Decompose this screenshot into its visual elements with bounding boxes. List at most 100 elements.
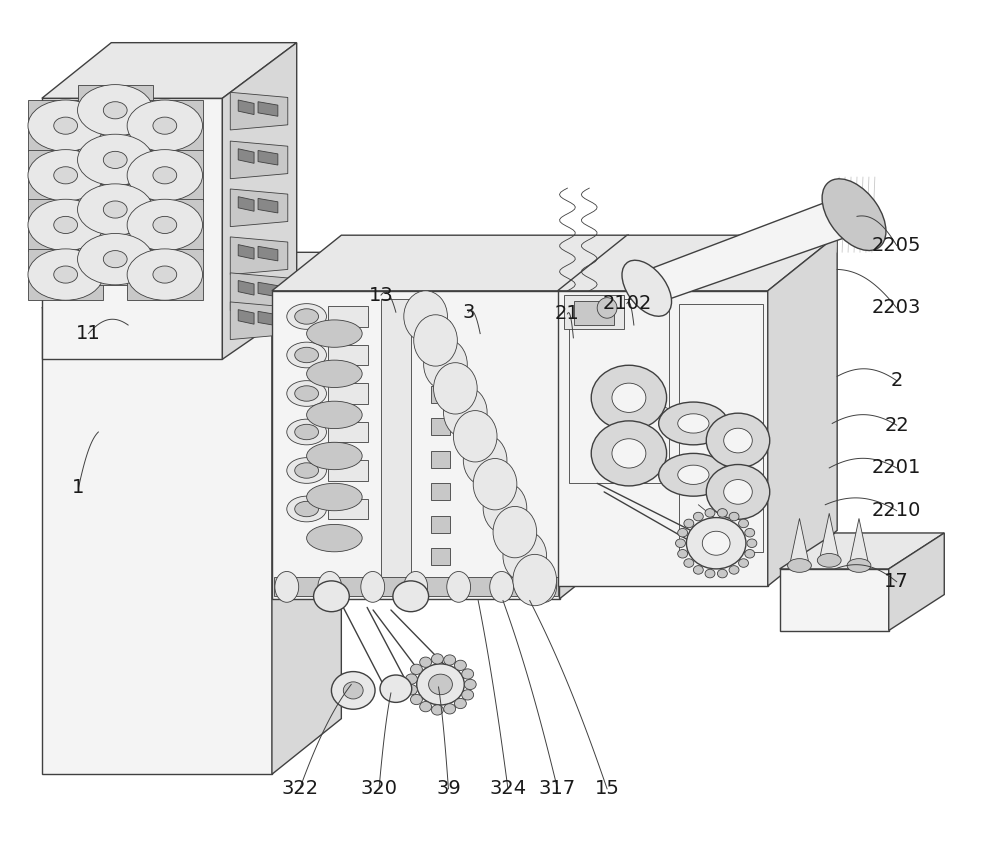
- Polygon shape: [819, 513, 839, 561]
- Text: 2201: 2201: [872, 459, 921, 478]
- Ellipse shape: [739, 559, 748, 568]
- Ellipse shape: [287, 342, 326, 368]
- Ellipse shape: [729, 566, 739, 575]
- Ellipse shape: [444, 655, 456, 665]
- Ellipse shape: [127, 100, 202, 151]
- Polygon shape: [127, 100, 203, 151]
- Ellipse shape: [473, 459, 517, 510]
- Ellipse shape: [453, 410, 497, 462]
- Ellipse shape: [295, 347, 319, 363]
- Ellipse shape: [103, 251, 127, 268]
- Ellipse shape: [424, 339, 467, 390]
- Polygon shape: [230, 237, 288, 275]
- Ellipse shape: [431, 705, 443, 715]
- Text: 17: 17: [884, 572, 909, 591]
- Ellipse shape: [380, 675, 412, 702]
- Polygon shape: [258, 199, 278, 213]
- Ellipse shape: [678, 465, 709, 485]
- Polygon shape: [127, 149, 203, 201]
- Ellipse shape: [331, 671, 375, 709]
- Ellipse shape: [705, 509, 715, 518]
- Text: 2205: 2205: [872, 236, 921, 255]
- Ellipse shape: [307, 401, 362, 429]
- Ellipse shape: [153, 266, 177, 283]
- Text: 320: 320: [361, 779, 398, 798]
- Polygon shape: [258, 102, 278, 117]
- Ellipse shape: [54, 118, 78, 134]
- Ellipse shape: [684, 519, 694, 528]
- Ellipse shape: [693, 512, 703, 521]
- Ellipse shape: [393, 581, 429, 612]
- Ellipse shape: [745, 550, 755, 558]
- Ellipse shape: [307, 524, 362, 552]
- Ellipse shape: [678, 414, 709, 433]
- Ellipse shape: [717, 509, 727, 518]
- Text: 15: 15: [595, 779, 620, 798]
- Polygon shape: [790, 518, 809, 565]
- Ellipse shape: [490, 571, 514, 602]
- Ellipse shape: [153, 167, 177, 184]
- Bar: [431, 451, 450, 468]
- Text: 3: 3: [462, 302, 474, 321]
- Ellipse shape: [153, 216, 177, 233]
- Polygon shape: [558, 291, 768, 586]
- Polygon shape: [272, 235, 629, 291]
- Polygon shape: [230, 141, 288, 179]
- Polygon shape: [78, 85, 153, 136]
- Ellipse shape: [705, 569, 715, 578]
- Ellipse shape: [28, 249, 103, 300]
- Ellipse shape: [817, 554, 841, 567]
- Polygon shape: [127, 200, 203, 251]
- Ellipse shape: [275, 571, 299, 602]
- Ellipse shape: [307, 483, 362, 511]
- Ellipse shape: [684, 559, 694, 568]
- Ellipse shape: [724, 429, 752, 453]
- Ellipse shape: [612, 439, 646, 468]
- Ellipse shape: [847, 559, 871, 572]
- Ellipse shape: [591, 365, 667, 430]
- Polygon shape: [381, 299, 411, 594]
- Text: 2210: 2210: [872, 501, 921, 520]
- Text: 2102: 2102: [602, 294, 652, 313]
- Ellipse shape: [314, 581, 349, 612]
- Ellipse shape: [307, 442, 362, 470]
- Ellipse shape: [447, 571, 471, 602]
- Ellipse shape: [443, 387, 487, 438]
- Ellipse shape: [702, 531, 730, 556]
- Bar: [431, 353, 450, 371]
- Ellipse shape: [410, 695, 422, 705]
- Text: 322: 322: [281, 779, 318, 798]
- Polygon shape: [42, 98, 222, 359]
- Polygon shape: [42, 42, 297, 98]
- Polygon shape: [780, 533, 944, 569]
- Ellipse shape: [533, 571, 557, 602]
- Polygon shape: [849, 518, 869, 565]
- Bar: [328, 306, 368, 327]
- Text: 11: 11: [76, 324, 101, 343]
- Ellipse shape: [127, 149, 202, 201]
- Polygon shape: [28, 249, 103, 300]
- Ellipse shape: [463, 435, 507, 486]
- Text: 324: 324: [489, 779, 526, 798]
- Ellipse shape: [127, 200, 202, 251]
- Polygon shape: [230, 92, 288, 130]
- Ellipse shape: [295, 308, 319, 324]
- Text: 22: 22: [884, 416, 909, 435]
- Polygon shape: [558, 235, 837, 291]
- Text: 2203: 2203: [872, 298, 921, 317]
- Polygon shape: [28, 100, 103, 151]
- Bar: [564, 295, 624, 329]
- Bar: [431, 549, 450, 565]
- Polygon shape: [272, 291, 560, 599]
- Ellipse shape: [493, 506, 537, 558]
- Polygon shape: [78, 233, 153, 285]
- Ellipse shape: [287, 419, 326, 445]
- Polygon shape: [28, 200, 103, 251]
- Polygon shape: [644, 194, 852, 308]
- Ellipse shape: [287, 496, 326, 522]
- Bar: [328, 499, 368, 519]
- Ellipse shape: [503, 530, 547, 581]
- Ellipse shape: [686, 518, 746, 569]
- Ellipse shape: [78, 134, 153, 186]
- Ellipse shape: [417, 664, 464, 705]
